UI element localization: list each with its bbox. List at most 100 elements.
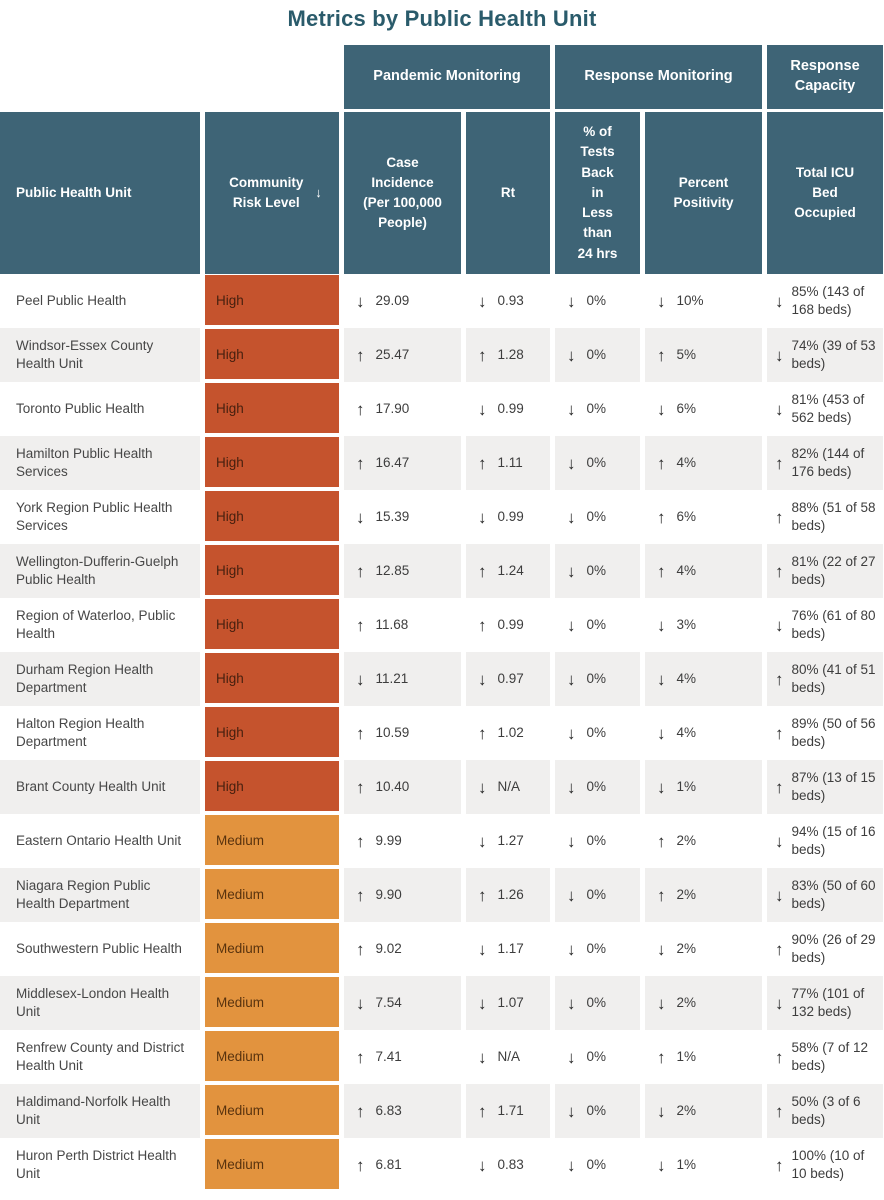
table-row[interactable]: Wellington-Dufferin-Guelph Public Health…: [0, 544, 884, 598]
trend-down-icon: ↓: [567, 939, 576, 959]
table-row[interactable]: Durham Region Health Department High ↓ 1…: [0, 652, 884, 706]
trend-up-icon: ↑: [775, 939, 784, 959]
case-incidence-value: 16.47: [375, 455, 410, 471]
col-header-percent-positivity[interactable]: Percent Positivity: [645, 112, 762, 274]
case-incidence-value: 7.54: [375, 995, 402, 1011]
table-row[interactable]: York Region Public Health Services High …: [0, 490, 884, 544]
case-incidence-cell: ↑ 6.83: [344, 1084, 461, 1138]
trend-up-icon: ↑: [356, 777, 365, 797]
tests-back-value: 0%: [586, 671, 607, 687]
icu-occupied-value: 76% (61 of 80 beds): [791, 608, 876, 641]
icu-occupied-value: 74% (39 of 53 beds): [791, 338, 876, 371]
icu-occupied-cell: ↑ 87% (13 of 15 beds): [767, 760, 883, 814]
risk-level-label: High: [216, 778, 244, 794]
case-incidence-cell: ↑ 9.90: [344, 868, 461, 922]
table-row[interactable]: Southwestern Public Health Medium ↑ 9.02…: [0, 922, 884, 976]
col-header-tests-back-24hrs[interactable]: % of Tests Back in Less than 24 hrs: [555, 112, 640, 274]
tests-back-value: 0%: [586, 779, 607, 795]
case-incidence-cell: ↑ 25.47: [344, 328, 461, 382]
percent-positivity-value: 2%: [676, 941, 697, 957]
risk-level-cell: Medium: [205, 1084, 339, 1138]
icu-occupied-value: 85% (143 of 168 beds): [791, 284, 865, 317]
rt-value: 0.99: [497, 617, 524, 633]
case-incidence-cell: ↑ 10.40: [344, 760, 461, 814]
trend-up-icon: ↑: [356, 345, 365, 365]
col-header-case-incidence[interactable]: Case Incidence (Per 100,000 People): [344, 112, 461, 274]
case-incidence-cell: ↓ 7.54: [344, 976, 461, 1030]
risk-level-label: Medium: [216, 940, 265, 956]
table-row[interactable]: Haldimand-Norfolk Health Unit Medium ↑ 6…: [0, 1084, 884, 1138]
table-row[interactable]: Huron Perth District Health Unit Medium …: [0, 1138, 884, 1192]
icu-occupied-cell: ↓ 83% (50 of 60 beds): [767, 868, 883, 922]
trend-down-icon: ↓: [567, 885, 576, 905]
tests-back-value: 0%: [586, 725, 607, 741]
table-row[interactable]: Toronto Public Health High ↑ 17.90 ↓ 0.9…: [0, 382, 884, 436]
col-header-public-health-unit[interactable]: Public Health Unit: [0, 112, 200, 274]
trend-down-icon: ↓: [567, 1101, 576, 1121]
tests-back-value: 0%: [586, 833, 607, 849]
group-header-pandemic-monitoring: Pandemic Monitoring: [344, 45, 550, 109]
table-row[interactable]: Niagara Region Public Health Department …: [0, 868, 884, 922]
table-row[interactable]: Brant County Health Unit High ↑ 10.40 ↓ …: [0, 760, 884, 814]
trend-up-icon: ↑: [356, 723, 365, 743]
tests-back-cell: ↓ 0%: [555, 760, 640, 814]
risk-level-label: Medium: [216, 832, 265, 848]
icu-occupied-value: 100% (10 of 10 beds): [791, 1148, 865, 1181]
unit-name: Haldimand-Norfolk Health Unit: [0, 1084, 200, 1138]
col-header-community-risk-level[interactable]: Community Risk Level ↓: [205, 112, 339, 274]
trend-down-icon: ↓: [775, 993, 784, 1013]
trend-down-icon: ↓: [657, 939, 666, 959]
col-header-rt[interactable]: Rt: [466, 112, 550, 274]
tests-back-cell: ↓ 0%: [555, 382, 640, 436]
rt-value: 0.99: [497, 509, 524, 525]
tests-back-cell: ↓ 0%: [555, 274, 640, 328]
risk-level-cell: Medium: [205, 976, 339, 1030]
case-incidence-cell: ↑ 7.41: [344, 1030, 461, 1084]
percent-positivity-cell: ↑ 2%: [645, 868, 762, 922]
case-incidence-value: 25.47: [375, 347, 410, 363]
percent-positivity-cell: ↓ 4%: [645, 706, 762, 760]
tests-back-cell: ↓ 0%: [555, 814, 640, 868]
trend-up-icon: ↑: [775, 453, 784, 473]
tests-back-value: 0%: [586, 1103, 607, 1119]
table-row[interactable]: Peel Public Health High ↓ 29.09 ↓ 0.93 ↓…: [0, 274, 884, 328]
risk-level-badge: Medium: [205, 869, 339, 919]
icu-occupied-cell: ↓ 76% (61 of 80 beds): [767, 598, 883, 652]
trend-down-icon: ↓: [657, 291, 666, 311]
table-row[interactable]: Windsor-Essex County Health Unit High ↑ …: [0, 328, 884, 382]
trend-up-icon: ↑: [775, 561, 784, 581]
risk-level-cell: High: [205, 328, 339, 382]
rt-value: N/A: [497, 779, 521, 795]
rt-cell: ↓ 1.27: [466, 814, 550, 868]
rt-value: 0.99: [497, 401, 524, 417]
unit-name: Hamilton Public Health Services: [0, 436, 200, 490]
tests-back-cell: ↓ 0%: [555, 544, 640, 598]
trend-down-icon: ↓: [657, 723, 666, 743]
icu-occupied-value: 90% (26 of 29 beds): [791, 932, 876, 965]
col-header-label: % of Tests Back in Less than 24 hrs: [577, 124, 618, 261]
percent-positivity-cell: ↓ 1%: [645, 1138, 762, 1192]
table-row[interactable]: Middlesex-London Health Unit Medium ↓ 7.…: [0, 976, 884, 1030]
percent-positivity-cell: ↓ 3%: [645, 598, 762, 652]
rt-value: 1.24: [497, 563, 524, 579]
icu-occupied-value: 82% (144 of 176 beds): [791, 446, 865, 479]
tests-back-value: 0%: [586, 509, 607, 525]
table-row[interactable]: Renfrew County and District Health Unit …: [0, 1030, 884, 1084]
table-row[interactable]: Hamilton Public Health Services High ↑ 1…: [0, 436, 884, 490]
col-header-total-icu-bed-occupied[interactable]: Total ICU Bed Occupied: [767, 112, 883, 274]
table-row[interactable]: Region of Waterloo, Public Health High ↑…: [0, 598, 884, 652]
trend-up-icon: ↑: [478, 723, 487, 743]
risk-level-badge: High: [205, 383, 339, 433]
risk-level-cell: Medium: [205, 814, 339, 868]
risk-level-badge: High: [205, 653, 339, 703]
trend-down-icon: ↓: [657, 777, 666, 797]
trend-up-icon: ↑: [478, 615, 487, 635]
trend-up-icon: ↑: [356, 1101, 365, 1121]
trend-down-icon: ↓: [567, 993, 576, 1013]
trend-down-icon: ↓: [567, 1155, 576, 1175]
risk-level-cell: High: [205, 382, 339, 436]
table-row[interactable]: Eastern Ontario Health Unit Medium ↑ 9.9…: [0, 814, 884, 868]
table-row[interactable]: Halton Region Health Department High ↑ 1…: [0, 706, 884, 760]
trend-down-icon: ↓: [356, 507, 365, 527]
